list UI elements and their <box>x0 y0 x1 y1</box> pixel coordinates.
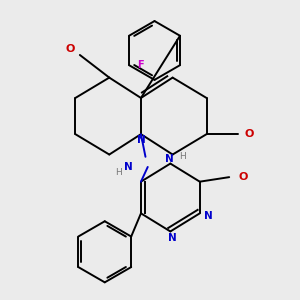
Text: H: H <box>179 152 186 161</box>
Text: O: O <box>65 44 74 54</box>
Text: H: H <box>115 168 122 177</box>
Text: N: N <box>124 162 133 172</box>
Text: O: O <box>245 129 254 139</box>
Text: O: O <box>238 172 248 182</box>
Text: F: F <box>137 60 144 70</box>
Text: N: N <box>204 211 213 220</box>
Text: N: N <box>165 154 174 164</box>
Text: N: N <box>136 135 145 145</box>
Text: N: N <box>168 233 177 243</box>
